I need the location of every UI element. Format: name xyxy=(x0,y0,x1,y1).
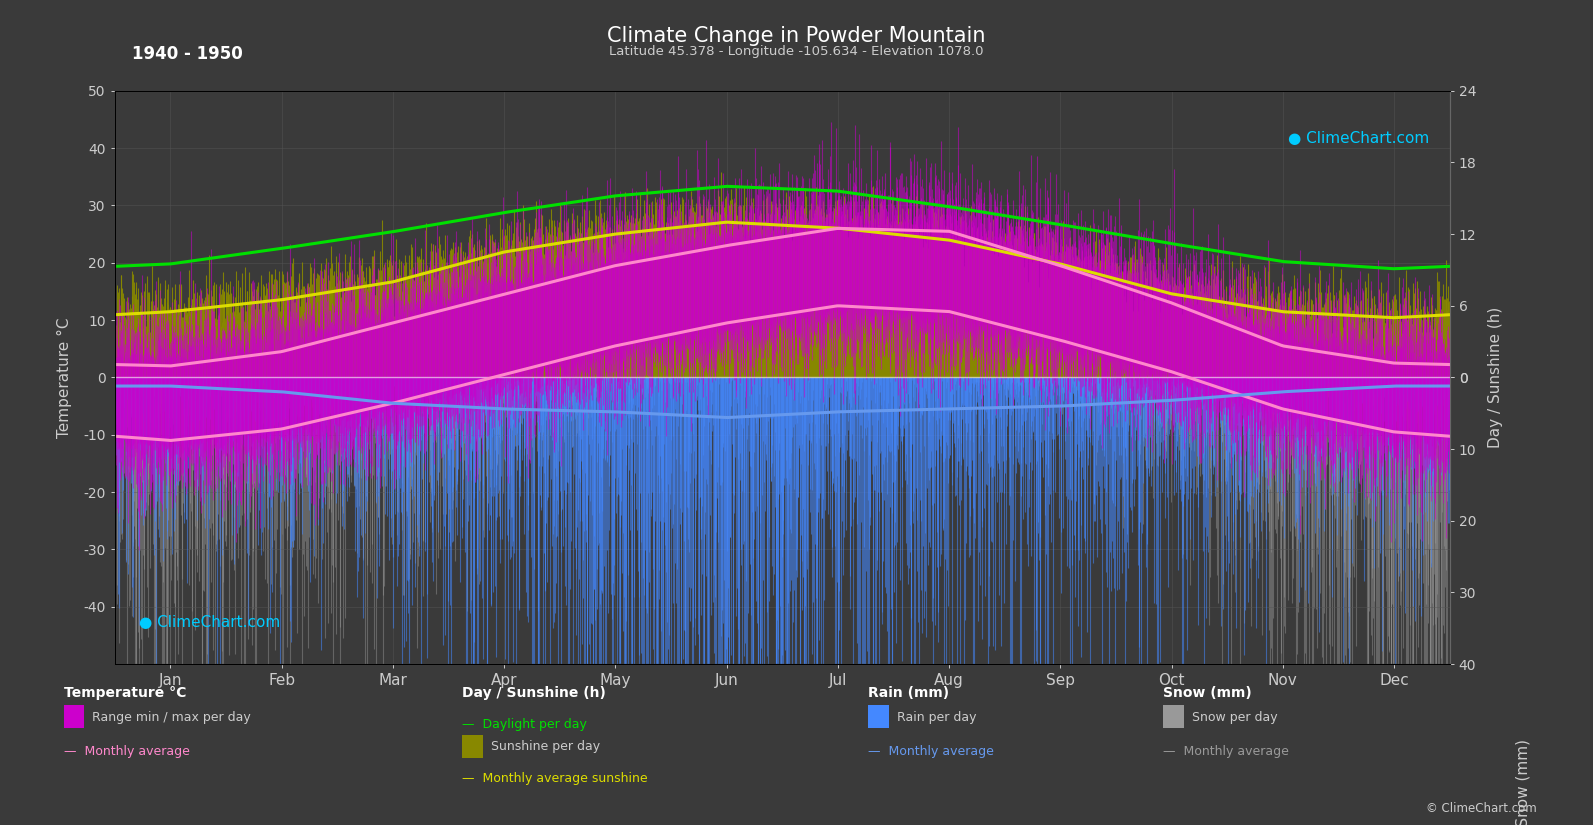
Text: Rain per day: Rain per day xyxy=(897,711,977,724)
Text: © ClimeChart.com: © ClimeChart.com xyxy=(1426,802,1537,815)
Text: Day / Sunshine (h): Day / Sunshine (h) xyxy=(462,686,605,700)
Text: —  Monthly average sunshine: — Monthly average sunshine xyxy=(462,772,648,785)
Text: Rain (mm): Rain (mm) xyxy=(868,686,949,700)
Text: —  Daylight per day: — Daylight per day xyxy=(462,718,586,731)
Text: Latitude 45.378 - Longitude -105.634 - Elevation 1078.0: Latitude 45.378 - Longitude -105.634 - E… xyxy=(609,45,984,58)
Text: Rain / Snow (mm): Rain / Snow (mm) xyxy=(1515,739,1531,825)
Text: ● ClimeChart.com: ● ClimeChart.com xyxy=(1289,131,1429,146)
Text: ● ClimeChart.com: ● ClimeChart.com xyxy=(139,615,280,629)
Text: Snow (mm): Snow (mm) xyxy=(1163,686,1252,700)
Text: Temperature °C: Temperature °C xyxy=(64,686,186,700)
Text: Snow per day: Snow per day xyxy=(1192,711,1278,724)
Text: Climate Change in Powder Mountain: Climate Change in Powder Mountain xyxy=(607,26,986,46)
Y-axis label: Temperature °C: Temperature °C xyxy=(57,317,72,438)
Text: —  Monthly average: — Monthly average xyxy=(64,745,190,758)
Text: —  Monthly average: — Monthly average xyxy=(1163,745,1289,758)
Text: 1940 - 1950: 1940 - 1950 xyxy=(132,45,244,64)
Text: —  Monthly average: — Monthly average xyxy=(868,745,994,758)
Text: Range min / max per day: Range min / max per day xyxy=(92,711,252,724)
Text: Sunshine per day: Sunshine per day xyxy=(491,740,601,753)
Y-axis label: Day / Sunshine (h): Day / Sunshine (h) xyxy=(1488,307,1502,448)
